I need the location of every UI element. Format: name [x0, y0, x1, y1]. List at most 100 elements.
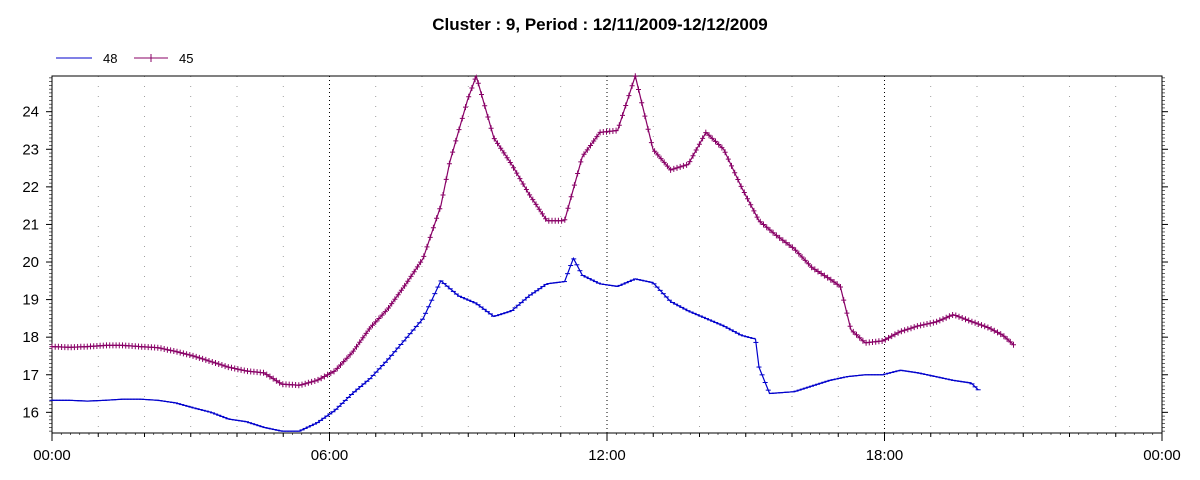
data-point	[911, 324, 917, 331]
data-point	[354, 343, 359, 350]
data-point	[421, 253, 427, 260]
data-point	[398, 287, 404, 294]
data-point	[1011, 341, 1016, 348]
data-point	[161, 346, 167, 352]
data-point	[796, 250, 802, 257]
data-point	[296, 382, 302, 389]
data-point	[902, 327, 908, 334]
data-point	[187, 352, 193, 358]
data-point	[921, 321, 927, 328]
x-tick-label: 12:00	[588, 447, 626, 464]
data-point	[639, 99, 645, 106]
data-point	[693, 147, 699, 153]
data-point	[517, 175, 523, 182]
data-point	[831, 279, 837, 285]
data-point	[222, 363, 228, 370]
legend-label-45: 45	[179, 51, 193, 66]
data-point	[716, 141, 722, 148]
data-point	[402, 282, 408, 289]
data-point	[918, 322, 924, 329]
data-point	[700, 135, 706, 142]
data-point	[963, 316, 968, 323]
data-point	[360, 334, 366, 341]
data-point	[196, 354, 202, 361]
data-point	[725, 156, 731, 163]
data-point	[882, 336, 888, 343]
data-point	[591, 138, 597, 144]
data-point	[975, 321, 981, 327]
y-tick-label: 19	[22, 292, 39, 309]
data-point	[200, 355, 206, 362]
data-point	[273, 377, 279, 384]
series-line-45	[51, 73, 1014, 386]
data-point	[857, 334, 863, 341]
data-point	[821, 272, 827, 279]
data-point	[261, 369, 266, 376]
data-point	[841, 297, 847, 304]
data-point	[905, 326, 911, 333]
chart-title: Cluster : 9, Period : 12/11/2009-12/12/2…	[432, 15, 767, 34]
data-point	[479, 91, 484, 98]
data-point	[456, 126, 462, 133]
data-point	[241, 367, 247, 374]
data-point	[1007, 338, 1013, 345]
data-point	[886, 334, 891, 341]
data-point	[379, 312, 385, 319]
data-point	[652, 148, 658, 155]
data-point	[1004, 336, 1010, 342]
data-point	[232, 365, 238, 372]
x-tick-label: 06:00	[311, 447, 349, 464]
data-point	[777, 234, 783, 241]
data-point	[809, 264, 815, 271]
data-point	[735, 176, 741, 183]
data-point	[629, 82, 635, 89]
data-point	[382, 308, 388, 315]
data-point	[318, 375, 324, 382]
data-point	[370, 322, 375, 329]
data-point	[745, 195, 750, 202]
data-point	[924, 321, 930, 327]
data-point	[626, 92, 632, 99]
data-point	[937, 317, 943, 324]
data-point	[373, 318, 379, 325]
data-point	[530, 196, 536, 203]
data-point	[687, 158, 693, 165]
data-point	[523, 186, 529, 193]
data-point	[184, 351, 190, 358]
data-point	[520, 181, 526, 187]
data-point	[395, 291, 401, 298]
data-point	[164, 346, 170, 353]
data-point	[305, 379, 311, 386]
data-point	[1001, 333, 1007, 340]
data-point	[979, 322, 984, 329]
data-point	[818, 270, 824, 277]
data-point	[418, 259, 424, 266]
data-point	[209, 359, 215, 365]
data-point	[180, 350, 186, 357]
data-point	[498, 145, 504, 152]
data-point	[767, 227, 773, 233]
series-markers-45	[49, 73, 1016, 389]
data-point	[315, 376, 321, 383]
data-point	[988, 326, 994, 332]
data-point	[620, 112, 625, 119]
data-point	[953, 312, 959, 319]
data-point	[969, 318, 975, 325]
data-point	[690, 152, 696, 159]
data-point	[581, 151, 587, 158]
data-point	[206, 358, 212, 364]
data-point	[158, 345, 164, 352]
data-point	[302, 380, 308, 387]
data-point	[696, 141, 702, 148]
data-point	[350, 348, 356, 355]
y-tick-label: 22	[22, 179, 39, 196]
data-point	[155, 344, 161, 351]
data-point	[357, 339, 363, 346]
data-point	[786, 242, 792, 248]
data-point	[347, 351, 353, 358]
data-point	[213, 360, 218, 366]
data-point	[437, 205, 443, 212]
data-point	[203, 356, 209, 363]
